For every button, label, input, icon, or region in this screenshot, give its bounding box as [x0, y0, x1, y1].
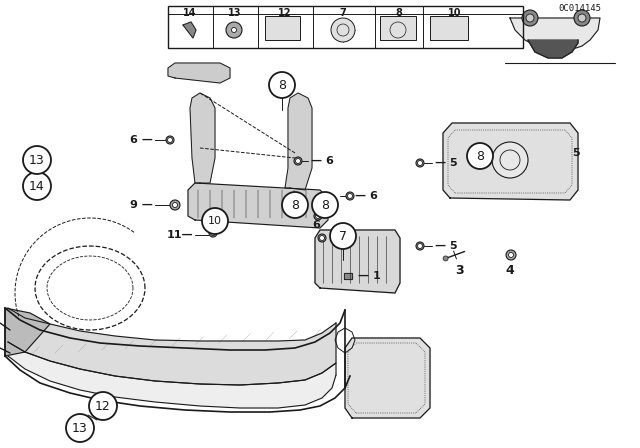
Text: 8: 8: [291, 198, 299, 211]
Text: 7: 7: [339, 229, 347, 242]
Text: 4: 4: [506, 263, 515, 276]
Text: 13: 13: [228, 8, 242, 18]
Text: — 6: — 6: [355, 191, 378, 201]
Bar: [265, 16, 300, 40]
Text: 10: 10: [448, 8, 461, 18]
Circle shape: [66, 414, 94, 442]
Text: 7: 7: [340, 8, 346, 18]
Circle shape: [443, 256, 448, 261]
Polygon shape: [188, 183, 328, 228]
Circle shape: [269, 72, 295, 98]
Circle shape: [331, 18, 355, 42]
Polygon shape: [190, 93, 215, 183]
Circle shape: [296, 159, 301, 164]
Circle shape: [312, 192, 338, 218]
Circle shape: [168, 138, 173, 142]
Circle shape: [526, 14, 534, 22]
Text: — 6: — 6: [311, 156, 334, 166]
Circle shape: [319, 236, 324, 241]
Text: 12: 12: [95, 400, 111, 413]
Circle shape: [316, 214, 321, 219]
Text: — 5: — 5: [435, 241, 458, 251]
Text: 0C014145: 0C014145: [558, 4, 601, 13]
Circle shape: [211, 231, 216, 236]
Circle shape: [318, 234, 326, 242]
Circle shape: [416, 159, 424, 167]
Text: — 1: — 1: [358, 271, 381, 281]
Circle shape: [209, 229, 217, 237]
Text: 12: 12: [278, 8, 292, 18]
Polygon shape: [183, 22, 196, 38]
Circle shape: [492, 142, 528, 178]
Circle shape: [574, 10, 590, 26]
Circle shape: [226, 22, 242, 38]
Polygon shape: [8, 342, 336, 408]
Text: 8: 8: [278, 78, 286, 91]
Circle shape: [232, 27, 237, 33]
Text: — 5: — 5: [435, 158, 458, 168]
Circle shape: [522, 10, 538, 26]
Circle shape: [23, 172, 51, 200]
Circle shape: [170, 200, 180, 210]
Polygon shape: [285, 93, 312, 190]
Bar: [380, 16, 416, 40]
Text: — 2: — 2: [330, 233, 353, 243]
Circle shape: [348, 194, 353, 198]
Text: 14: 14: [29, 180, 45, 193]
Circle shape: [314, 212, 322, 220]
Circle shape: [346, 192, 354, 200]
Polygon shape: [8, 308, 336, 385]
Circle shape: [89, 392, 117, 420]
Bar: [168, 6, 523, 48]
Circle shape: [23, 146, 51, 174]
Polygon shape: [344, 273, 352, 279]
Text: 9 —: 9 —: [130, 200, 153, 210]
Polygon shape: [510, 18, 600, 51]
Text: 8: 8: [476, 150, 484, 163]
Circle shape: [330, 223, 356, 249]
Text: 10: 10: [208, 216, 222, 226]
Polygon shape: [345, 338, 430, 418]
Circle shape: [506, 250, 516, 260]
Text: 8: 8: [396, 8, 403, 18]
Circle shape: [282, 192, 308, 218]
Bar: [430, 16, 468, 40]
Text: 14: 14: [183, 8, 196, 18]
Polygon shape: [528, 40, 578, 58]
Circle shape: [467, 143, 493, 169]
Polygon shape: [5, 308, 50, 356]
Polygon shape: [315, 230, 400, 293]
Polygon shape: [443, 123, 578, 200]
Circle shape: [417, 160, 422, 165]
Circle shape: [509, 253, 513, 258]
Circle shape: [166, 136, 174, 144]
Circle shape: [416, 242, 424, 250]
Text: 6: 6: [312, 220, 320, 230]
Text: 6 —: 6 —: [130, 135, 153, 145]
Circle shape: [417, 244, 422, 249]
Text: 3: 3: [456, 263, 464, 276]
Circle shape: [202, 208, 228, 234]
Polygon shape: [168, 63, 230, 83]
Text: 13: 13: [29, 154, 45, 167]
Text: 5: 5: [572, 148, 580, 158]
Circle shape: [294, 157, 302, 165]
Text: 8: 8: [321, 198, 329, 211]
Circle shape: [578, 14, 586, 22]
Circle shape: [173, 202, 177, 207]
Text: 13: 13: [72, 422, 88, 435]
Text: 11—: 11—: [166, 230, 193, 240]
